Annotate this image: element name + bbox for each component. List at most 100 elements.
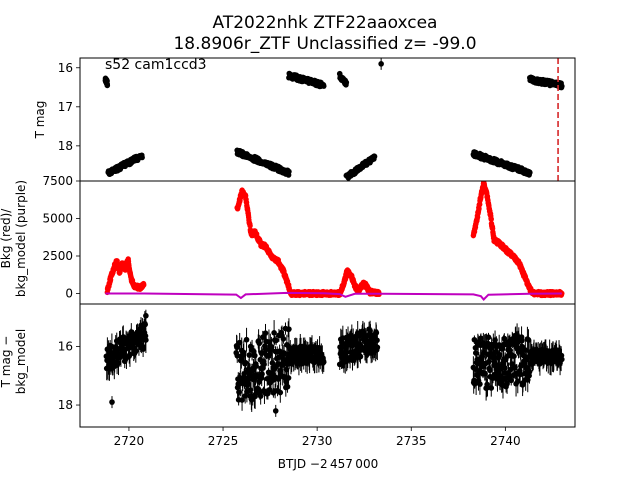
data-point [284,383,291,390]
plot-area [102,58,565,181]
data-segment [527,339,565,376]
data-point [262,330,269,336]
axes-frame [79,303,576,428]
bkg-point [141,282,147,288]
data-segment [286,70,327,90]
data-point [253,363,259,369]
chart-title-line2: 18.8906r_ZTF Unclassified z= -99.0 [173,34,476,54]
y-axis-label-line: bkg_model [14,329,28,395]
x-tick-label: 2725 [208,434,239,448]
data-point [526,369,533,375]
y-tick-label: 0 [65,287,73,301]
bkg-points [104,181,565,299]
data-point [109,399,115,405]
y-tick-label: 16 [58,61,73,75]
data-point [234,344,240,351]
data-segment [336,320,381,374]
top-annotation: s52 cam1ccd3 [105,57,207,73]
y-tick-label: 2500 [42,249,73,263]
data-segment [470,149,533,178]
data-point [343,79,350,86]
data-point [143,312,149,319]
data-point [143,337,149,343]
data-point [261,361,267,368]
data-segment [234,147,292,178]
data-segment [233,318,292,412]
data-point [243,336,250,343]
data-point [517,371,523,378]
x-tick-label: 2740 [490,434,521,448]
data-point [485,334,492,341]
plot-area [103,309,565,417]
data-point [285,375,292,381]
data-point [373,330,380,336]
data-point [272,408,279,414]
panel-bottom-corrected-lightcurve: 16 18 T mag − bkg_model 2720 2725 2730 2735 2740 [0,303,576,448]
data-point [139,154,145,161]
data-segment [343,153,378,181]
y-axis-label: T mag [33,101,47,140]
data-point [371,153,378,160]
data-point [257,393,264,399]
data-point [236,339,243,346]
panel-middle-background: 0 2500 5000 7500 Bkg (red)/bkg_model (purple… [0,174,576,305]
data-point [256,340,263,347]
data-point [140,346,146,352]
data-point [246,352,253,358]
y-tick-label: 17 [58,100,73,114]
y-axis-label-line: Bkg (red)/ [0,208,13,269]
y-tick-label: 7500 [42,174,73,188]
data-point [559,356,565,363]
bkg-model-line [105,291,562,301]
data-point [527,169,533,176]
data-point [283,366,290,373]
data-point [250,367,257,374]
data-segment [105,152,145,178]
data-segment [102,75,111,89]
data-point [127,351,133,358]
data-point [266,386,273,393]
y-tick-label: 18 [58,139,73,153]
x-tick-label: 2730 [302,434,333,448]
data-point [259,334,266,341]
data-point [252,352,258,359]
panel-top-lightcurve: 16 17 18 T mag [33,57,576,182]
x-axis-label: BTJD −2 457 000 [278,457,378,471]
y-tick-label: 5000 [42,212,73,226]
chart-title-line1: AT2022nhk ZTF22aaoxcea [213,13,438,33]
data-segment [470,323,533,401]
data-point [236,389,242,395]
data-point [104,82,111,89]
data-segment [103,311,149,381]
bkg-point [247,223,253,229]
data-segment [527,74,565,91]
x-tick-label: 2735 [396,434,427,448]
y-tick-label: 18 [58,398,73,412]
data-point [256,379,262,385]
data-point [477,381,483,387]
data-point [273,337,279,344]
data-point [374,344,381,351]
data-segment [336,70,350,88]
data-point [263,346,269,353]
data-point [240,349,247,356]
plot-area [104,181,565,301]
data-segment [286,333,327,376]
bkg-point [488,216,494,222]
bkg-point [559,290,565,297]
data-point [508,377,515,384]
data-point [277,389,284,396]
bkg-point [476,206,482,212]
data-point [268,344,275,350]
y-axis-label-line: T mag − [0,336,13,389]
data-point [286,168,292,175]
data-point [259,371,265,377]
data-point [280,336,287,342]
data-point [320,83,327,89]
data-point [496,351,503,358]
data-point [488,385,495,391]
y-tick-label: 16 [58,339,73,353]
data-point [286,326,292,332]
data-point [511,353,517,360]
